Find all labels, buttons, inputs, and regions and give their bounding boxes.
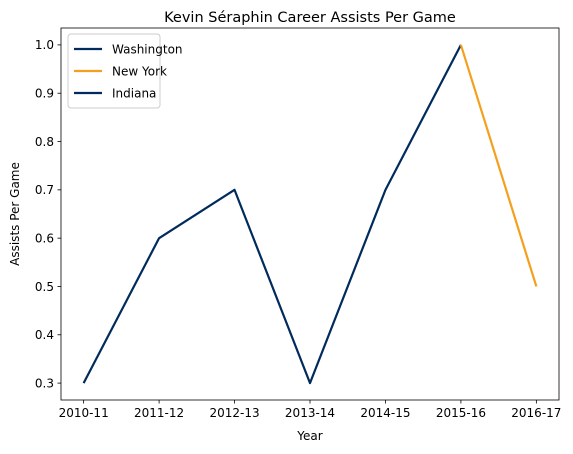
x-tick-label: 2011-12 xyxy=(134,406,184,420)
legend-label: Indiana xyxy=(112,86,156,100)
x-tick-label: 2010-11 xyxy=(59,406,109,420)
series-line-new-york xyxy=(461,45,536,287)
y-tick-label: 0.4 xyxy=(35,328,54,342)
x-axis-label: Year xyxy=(296,429,322,443)
y-tick-label: 0.6 xyxy=(35,231,54,245)
x-tick-label: 2016-17 xyxy=(511,406,561,420)
legend-label: New York xyxy=(112,64,167,78)
x-tick-label: 2014-15 xyxy=(360,406,410,420)
legend-label: Washington xyxy=(112,42,183,56)
x-axis: 2010-11 2011-12 2012-13 2013-14 2014-15 2015-… xyxy=(59,400,562,420)
y-tick-label: 1.0 xyxy=(35,38,54,52)
x-tick-label: 2013-14 xyxy=(285,406,335,420)
y-tick-label: 0.7 xyxy=(35,183,54,197)
x-tick-label: 2015-16 xyxy=(436,406,486,420)
y-axis: 0.3 0.4 0.5 0.6 0.7 0.8 0.9 1.0 xyxy=(35,38,61,390)
y-tick-label: 0.3 xyxy=(35,376,54,390)
y-axis-label: Assists Per Game xyxy=(8,162,22,266)
y-tick-label: 0.9 xyxy=(35,87,54,101)
legend: Washington New York Indiana xyxy=(68,34,183,108)
chart-title: Kevin Séraphin Career Assists Per Game xyxy=(164,10,456,26)
x-tick-label: 2012-13 xyxy=(209,406,259,420)
y-tick-label: 0.5 xyxy=(35,280,54,294)
y-tick-label: 0.8 xyxy=(35,135,54,149)
